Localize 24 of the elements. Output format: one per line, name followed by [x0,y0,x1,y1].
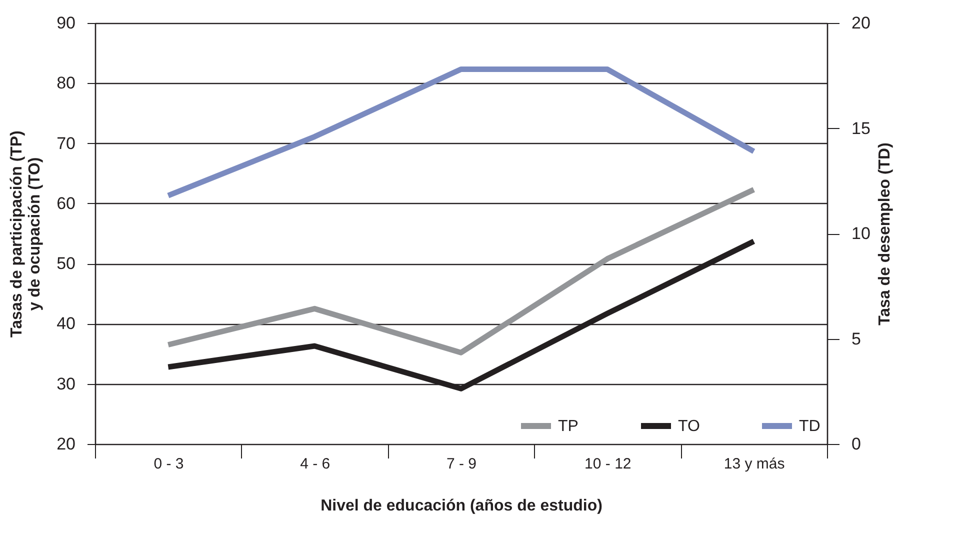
y-tick-label: 50 [56,254,76,274]
legend-label: TP [558,418,578,435]
y2-tick-label: 0 [852,434,861,454]
y-tick-label: 90 [56,14,76,32]
x-tick-label: 0 - 3 [154,456,184,472]
y2-tick-label: 15 [852,118,870,138]
y-tick-label: 80 [56,74,76,93]
x-axis-title: Nivel de educación (años de estudio) [320,498,602,514]
y2-tick-label: 5 [852,329,861,348]
legend-label: TO [678,418,700,435]
y-tick-label: 60 [56,194,76,213]
y-tick-label: 20 [56,434,76,454]
y2-tick-label: 10 [852,224,870,243]
y-tick-label: 70 [56,134,76,153]
x-tick-label: 10 - 12 [584,456,632,472]
x-tick-label: 13 y más [724,456,785,472]
y2-tick-label: 20 [852,14,870,32]
x-tick-label: 7 - 9 [446,456,477,472]
y-tick-label: 40 [56,314,76,334]
legend-label: TD [799,418,820,435]
y2-axis-title: Tasa de desempleo (TD) [876,142,894,326]
y-tick-label: 30 [56,374,76,394]
y-axis-title: Tasas de participación (TP) y de ocupación (TO) [8,130,44,338]
x-tick-label: 4 - 6 [300,456,330,472]
